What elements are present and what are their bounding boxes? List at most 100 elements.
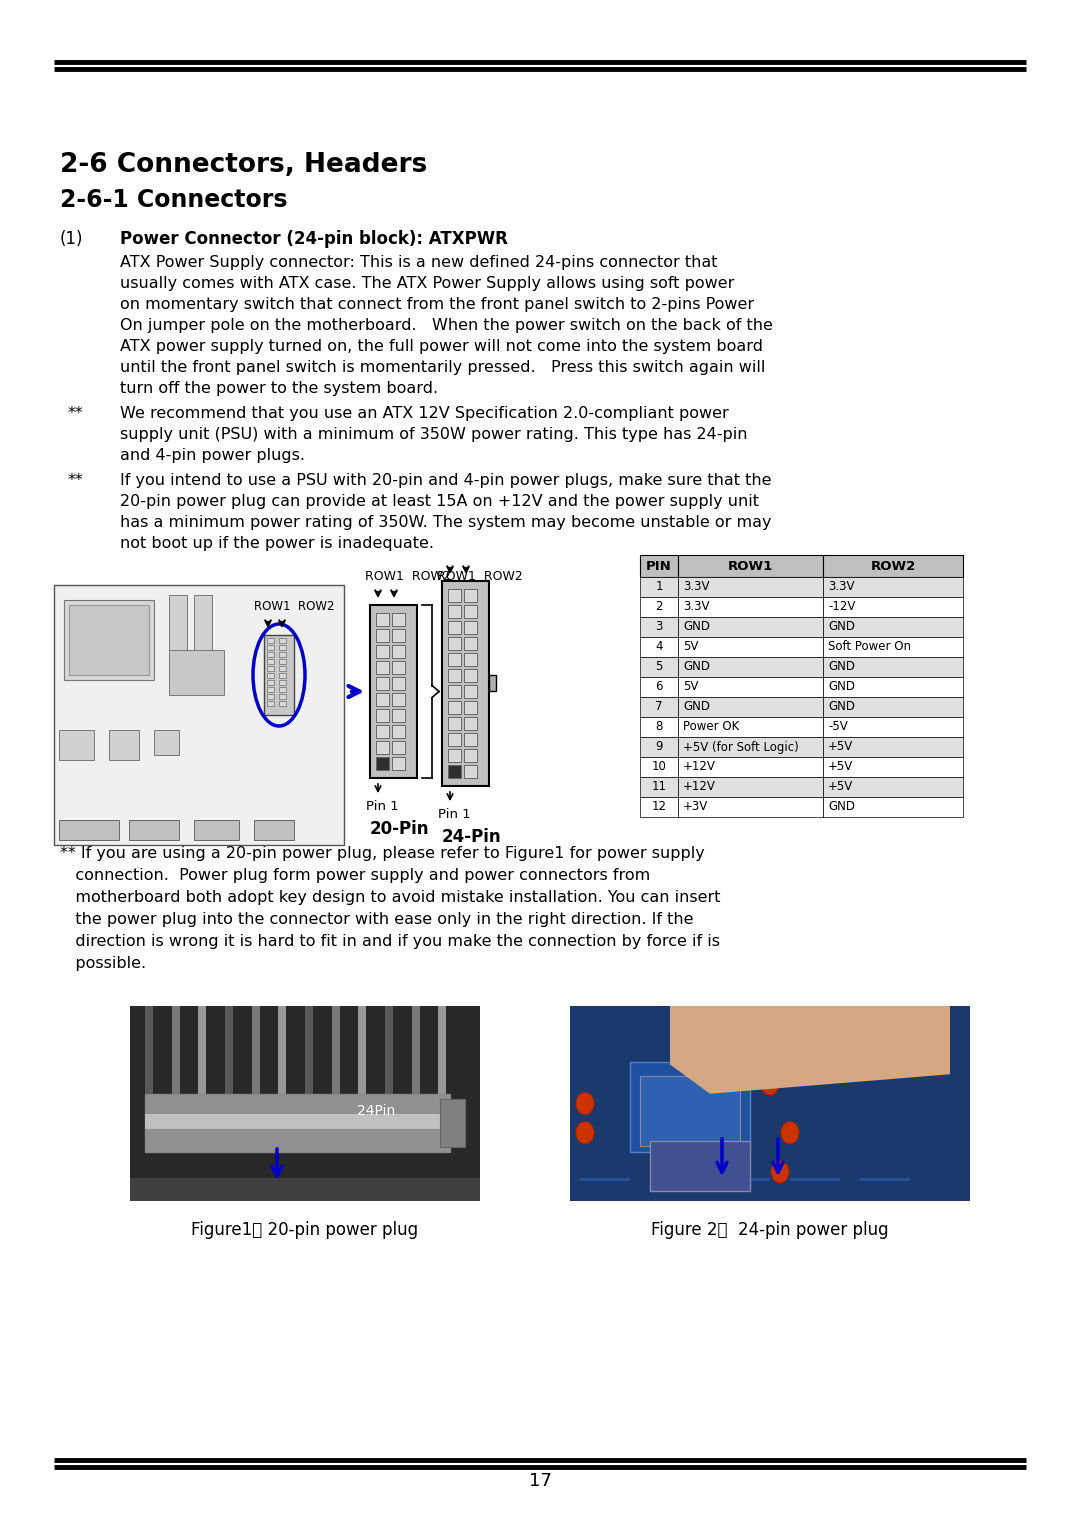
Ellipse shape (576, 1122, 594, 1144)
Bar (376, 677, 389, 691)
Bar (448, 620, 461, 634)
Bar (279, 666, 286, 671)
Bar (130, 1178, 480, 1201)
Bar (267, 639, 274, 643)
Bar (448, 685, 461, 698)
Text: Power OK: Power OK (683, 721, 739, 733)
Bar (823, 717, 963, 736)
Bar (267, 645, 274, 649)
Text: +5V: +5V (828, 741, 853, 753)
Text: ROW1  ROW2: ROW1 ROW2 (254, 601, 335, 613)
Bar (376, 630, 389, 642)
Bar (464, 766, 477, 778)
Text: On jumper pole on the motherboard.   When the power switch on the back of the: On jumper pole on the motherboard. When … (120, 318, 773, 333)
Bar (267, 652, 274, 657)
Bar (267, 701, 274, 706)
Text: ATX Power Supply connector: This is a new defined 24-pins connector that: ATX Power Supply connector: This is a ne… (120, 255, 717, 270)
Bar (630, 1062, 750, 1152)
Bar (640, 657, 678, 677)
Bar (267, 672, 274, 678)
Bar (448, 766, 461, 778)
Text: ROW2: ROW2 (870, 559, 916, 573)
Bar (411, 1005, 420, 1114)
Text: Figure1： 20-pin power plug: Figure1： 20-pin power plug (191, 1221, 419, 1239)
Bar (225, 1005, 233, 1114)
Bar (640, 736, 678, 756)
Bar (305, 1005, 313, 1114)
Text: 1: 1 (656, 581, 663, 593)
Bar (172, 1005, 179, 1114)
Text: 12: 12 (651, 801, 666, 813)
Bar (392, 613, 405, 626)
Bar (678, 756, 823, 778)
Bar (279, 701, 286, 706)
Text: 24Pin: 24Pin (357, 1103, 395, 1118)
Bar (823, 798, 963, 817)
Bar (279, 659, 286, 665)
Text: +12V: +12V (683, 761, 716, 773)
Polygon shape (670, 1005, 950, 1094)
Bar (570, 1005, 970, 1201)
Bar (640, 617, 678, 637)
Bar (54, 585, 345, 845)
Text: turn off the power to the system board.: turn off the power to the system board. (120, 380, 438, 396)
Text: +5V: +5V (828, 761, 853, 773)
Ellipse shape (761, 1073, 779, 1096)
Bar (442, 581, 489, 785)
Text: 5: 5 (656, 660, 663, 674)
Bar (464, 717, 477, 730)
Bar (464, 637, 477, 649)
Text: ROW1  ROW2: ROW1 ROW2 (437, 570, 523, 584)
Text: GND: GND (683, 660, 710, 674)
Text: 3.3V: 3.3V (683, 601, 710, 614)
Bar (448, 652, 461, 666)
Text: not boot up if the power is inadequate.: not boot up if the power is inadequate. (120, 536, 434, 552)
Bar (678, 637, 823, 657)
Bar (145, 1094, 450, 1152)
Text: +5V (for Soft Logic): +5V (for Soft Logic) (683, 741, 799, 753)
Text: 20-pin power plug can provide at least 15A on +12V and the power supply unit: 20-pin power plug can provide at least 1… (120, 494, 759, 509)
Bar (464, 733, 477, 746)
Bar (154, 730, 179, 755)
Bar (392, 709, 405, 723)
Text: GND: GND (828, 700, 855, 714)
Text: PIN: PIN (646, 559, 672, 573)
Bar (678, 657, 823, 677)
Bar (823, 677, 963, 697)
Text: **: ** (68, 406, 84, 422)
Bar (678, 617, 823, 637)
Text: 9: 9 (656, 741, 663, 753)
Bar (264, 636, 294, 715)
Bar (823, 617, 963, 637)
Bar (678, 697, 823, 717)
Text: the power plug into the connector with ease only in the right direction. If the: the power plug into the connector with e… (60, 912, 693, 927)
Bar (145, 1005, 153, 1114)
Bar (448, 588, 461, 602)
Bar (448, 749, 461, 762)
Bar (279, 694, 286, 698)
Bar (678, 597, 823, 617)
Bar (678, 555, 823, 578)
Bar (464, 669, 477, 681)
Text: Pin 1: Pin 1 (366, 801, 399, 813)
Bar (678, 677, 823, 697)
Text: has a minimum power rating of 350W. The system may become unstable or may: has a minimum power rating of 350W. The … (120, 515, 771, 530)
Text: connection.  Power plug form power supply and power connectors from: connection. Power plug form power supply… (60, 868, 650, 883)
Bar (376, 645, 389, 659)
Bar (448, 717, 461, 730)
Bar (129, 821, 179, 840)
Text: GND: GND (828, 680, 855, 694)
Bar (640, 798, 678, 817)
Bar (823, 697, 963, 717)
Bar (438, 1005, 446, 1114)
Bar (640, 578, 678, 597)
Bar (392, 724, 405, 738)
Text: We recommend that you use an ATX 12V Specification 2.0-compliant power: We recommend that you use an ATX 12V Spe… (120, 406, 729, 422)
Bar (678, 778, 823, 798)
Bar (650, 1178, 700, 1181)
Text: If you intend to use a PSU with 20-pin and 4-pin power plugs, make sure that the: If you intend to use a PSU with 20-pin a… (120, 474, 771, 487)
Bar (448, 637, 461, 649)
Bar (678, 736, 823, 756)
Bar (370, 605, 417, 778)
Bar (678, 798, 823, 817)
